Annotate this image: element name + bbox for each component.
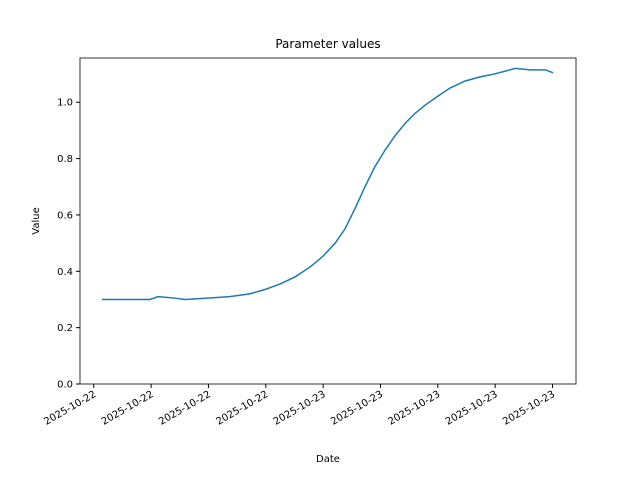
x-axis-label: Date bbox=[316, 454, 340, 465]
y-tick-label: 0.0 bbox=[57, 380, 73, 391]
y-axis-label: Value bbox=[31, 207, 42, 234]
axes-frame bbox=[79, 57, 577, 385]
y-tick-label: 0.8 bbox=[57, 154, 73, 165]
y-tick-label: 0.6 bbox=[57, 210, 73, 221]
line-series bbox=[101, 67, 554, 301]
chart-title: Parameter values bbox=[275, 37, 380, 51]
y-tick-label: 1.0 bbox=[57, 98, 73, 109]
y-tick-label: 0.4 bbox=[57, 267, 73, 278]
y-tick-label: 0.2 bbox=[57, 323, 73, 334]
